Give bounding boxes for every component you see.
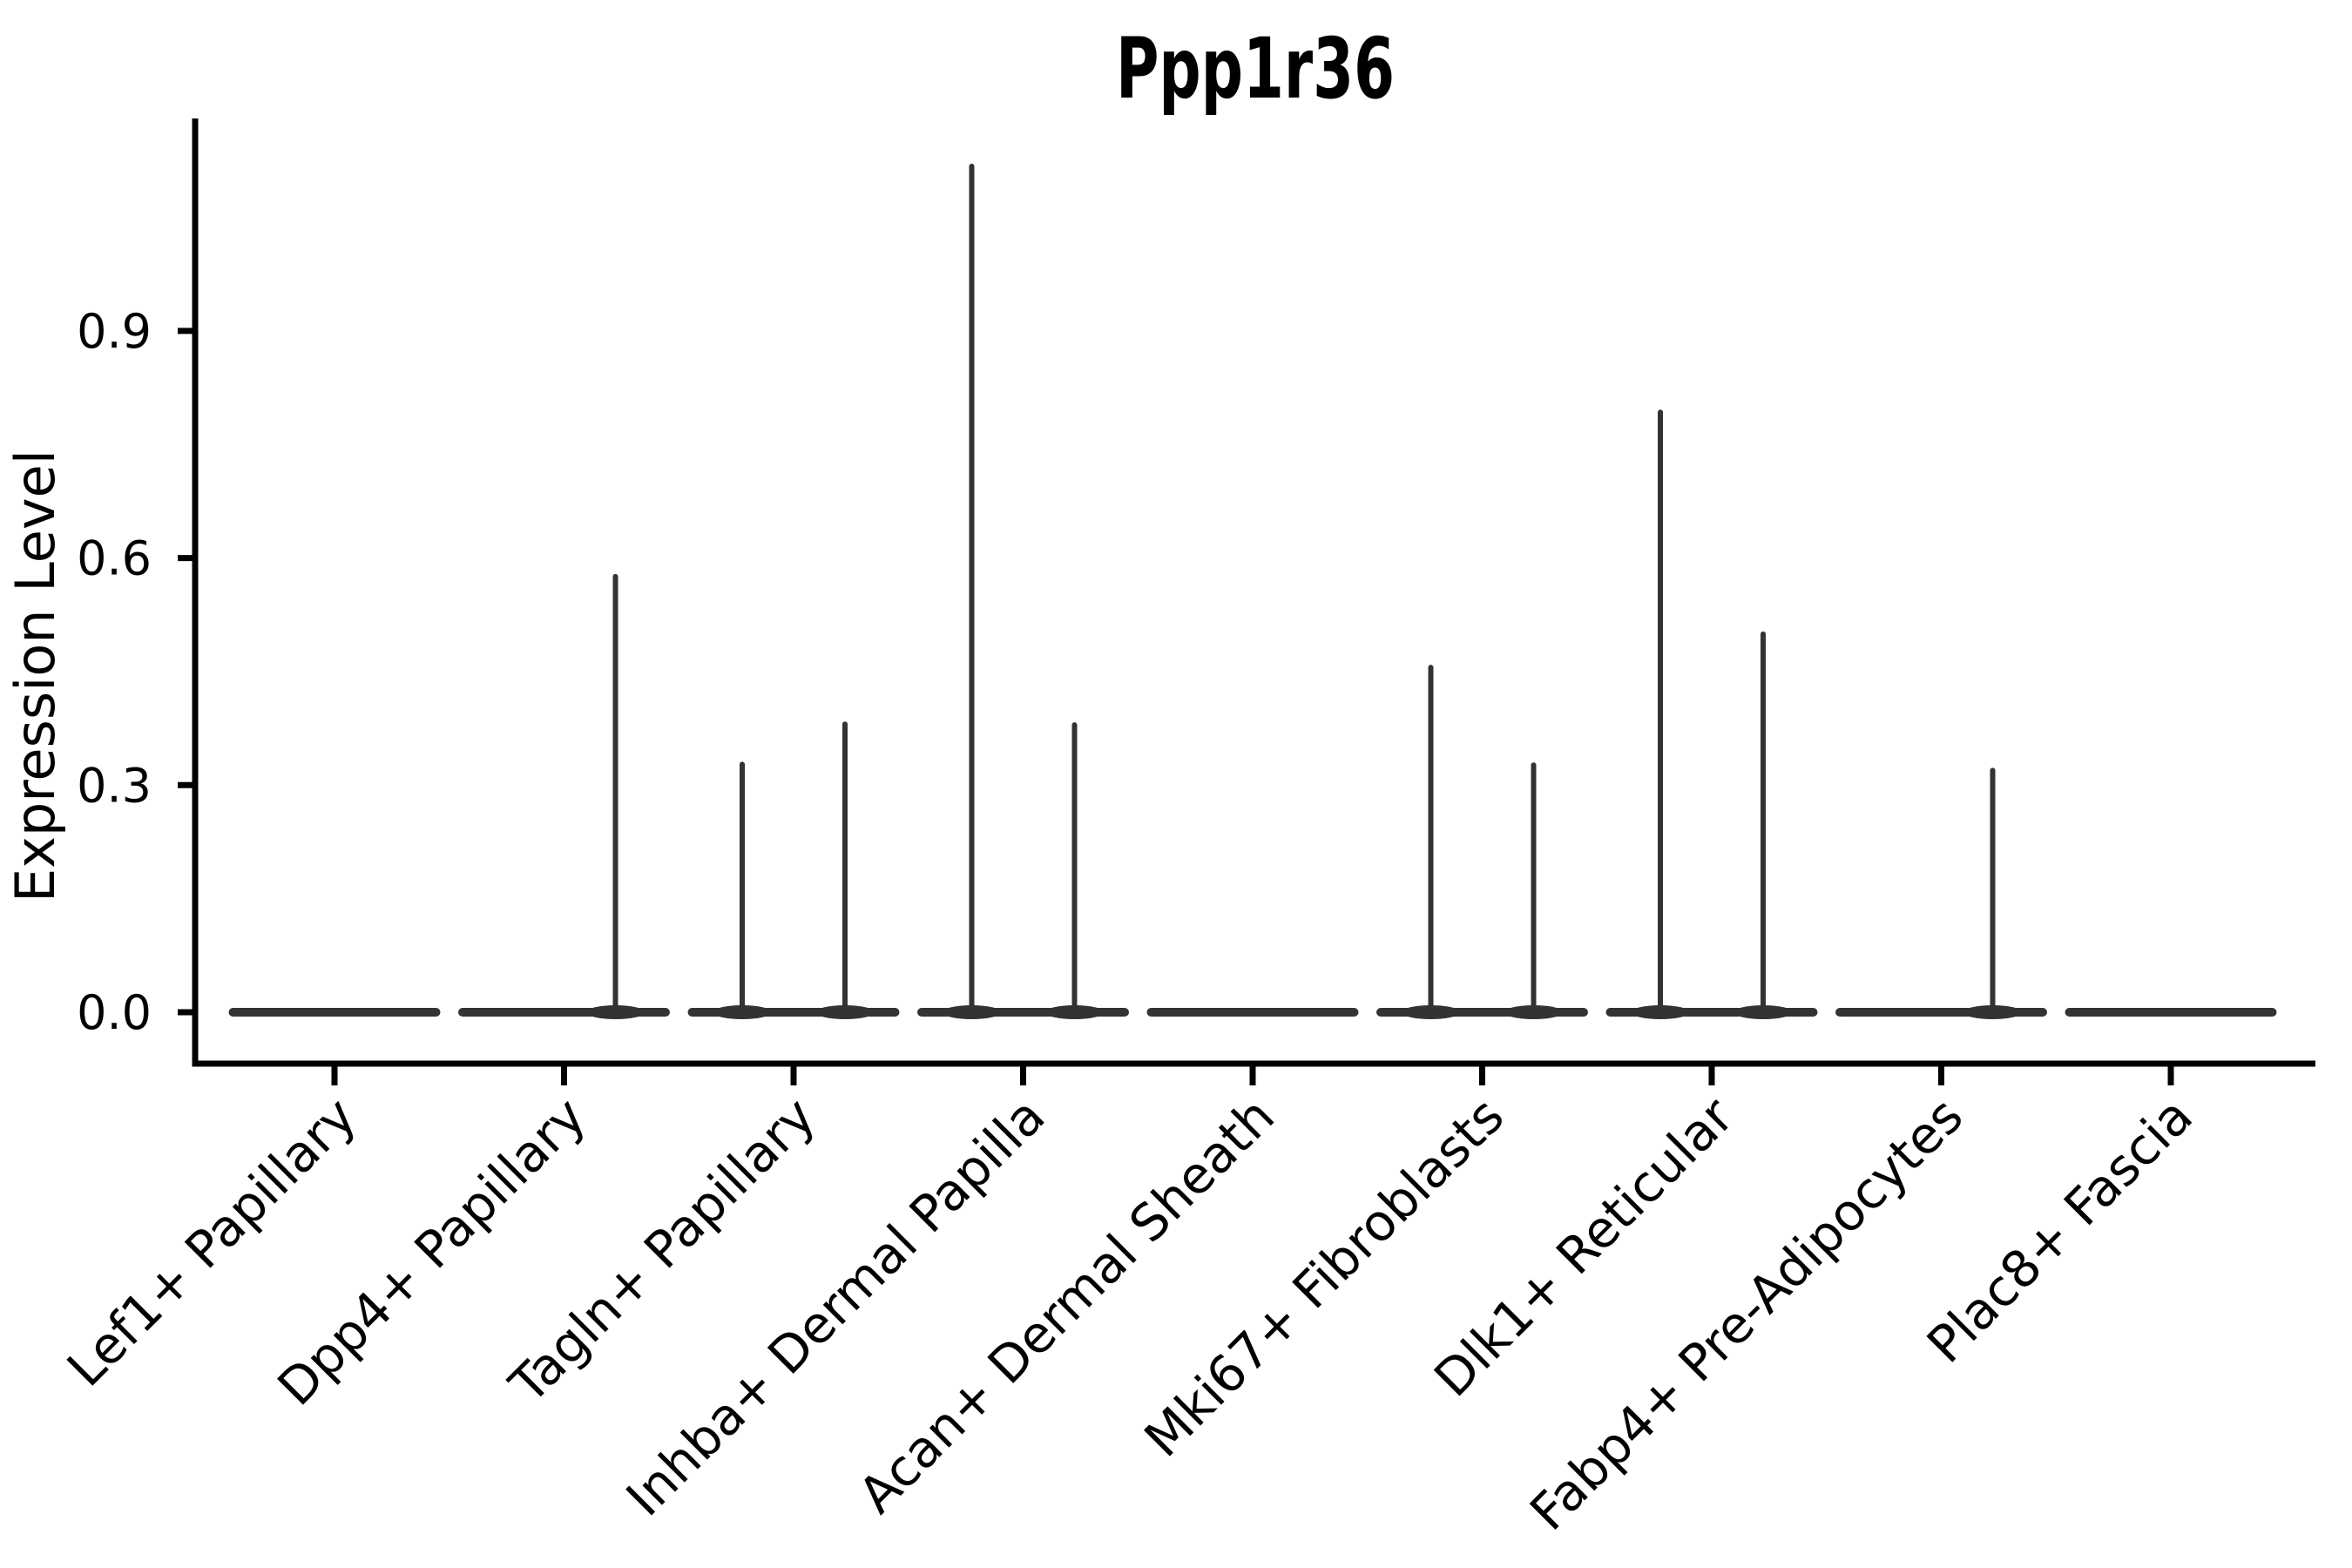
violins <box>228 163 2277 1019</box>
violin-base <box>1835 1008 2047 1017</box>
y-tick-label: 0.0 <box>77 985 152 1040</box>
violin <box>687 721 900 1019</box>
violin-base <box>458 1008 670 1017</box>
violin-spike <box>1990 767 1996 1017</box>
y-axis-label: Expression Level <box>3 449 67 902</box>
violin-spike <box>842 721 848 1017</box>
y-tick-label: 0.6 <box>77 531 152 586</box>
violin-spike <box>740 761 745 1017</box>
violin <box>2065 1008 2277 1017</box>
violin-base <box>2065 1008 2277 1017</box>
violin-base <box>917 1008 1129 1017</box>
violin-spike <box>969 163 975 1017</box>
violin <box>1146 1008 1359 1017</box>
violin-spike <box>1531 762 1537 1017</box>
violin-spike <box>1071 722 1078 1017</box>
violin-spike <box>1658 409 1663 1017</box>
violin <box>458 573 670 1019</box>
violin <box>1376 665 1588 1019</box>
violin <box>917 163 1129 1019</box>
y-ticks: 0.0 0.3 0.6 0.9 <box>77 304 195 1040</box>
violin-spike <box>1761 631 1766 1017</box>
violin-spike <box>612 573 618 1017</box>
y-tick-label: 0.9 <box>77 304 152 359</box>
violin <box>1605 409 1818 1019</box>
y-tick-label: 0.3 <box>77 758 152 813</box>
violin-spike <box>1428 665 1434 1017</box>
plot-title: Ppp1r36 <box>1116 20 1395 118</box>
violin-base <box>1146 1008 1359 1017</box>
violin-base <box>687 1008 900 1017</box>
violin-base <box>1376 1008 1588 1017</box>
violin-base <box>228 1008 441 1017</box>
violin-base <box>1605 1008 1818 1017</box>
violin <box>1835 767 2047 1019</box>
violin <box>228 1008 441 1017</box>
